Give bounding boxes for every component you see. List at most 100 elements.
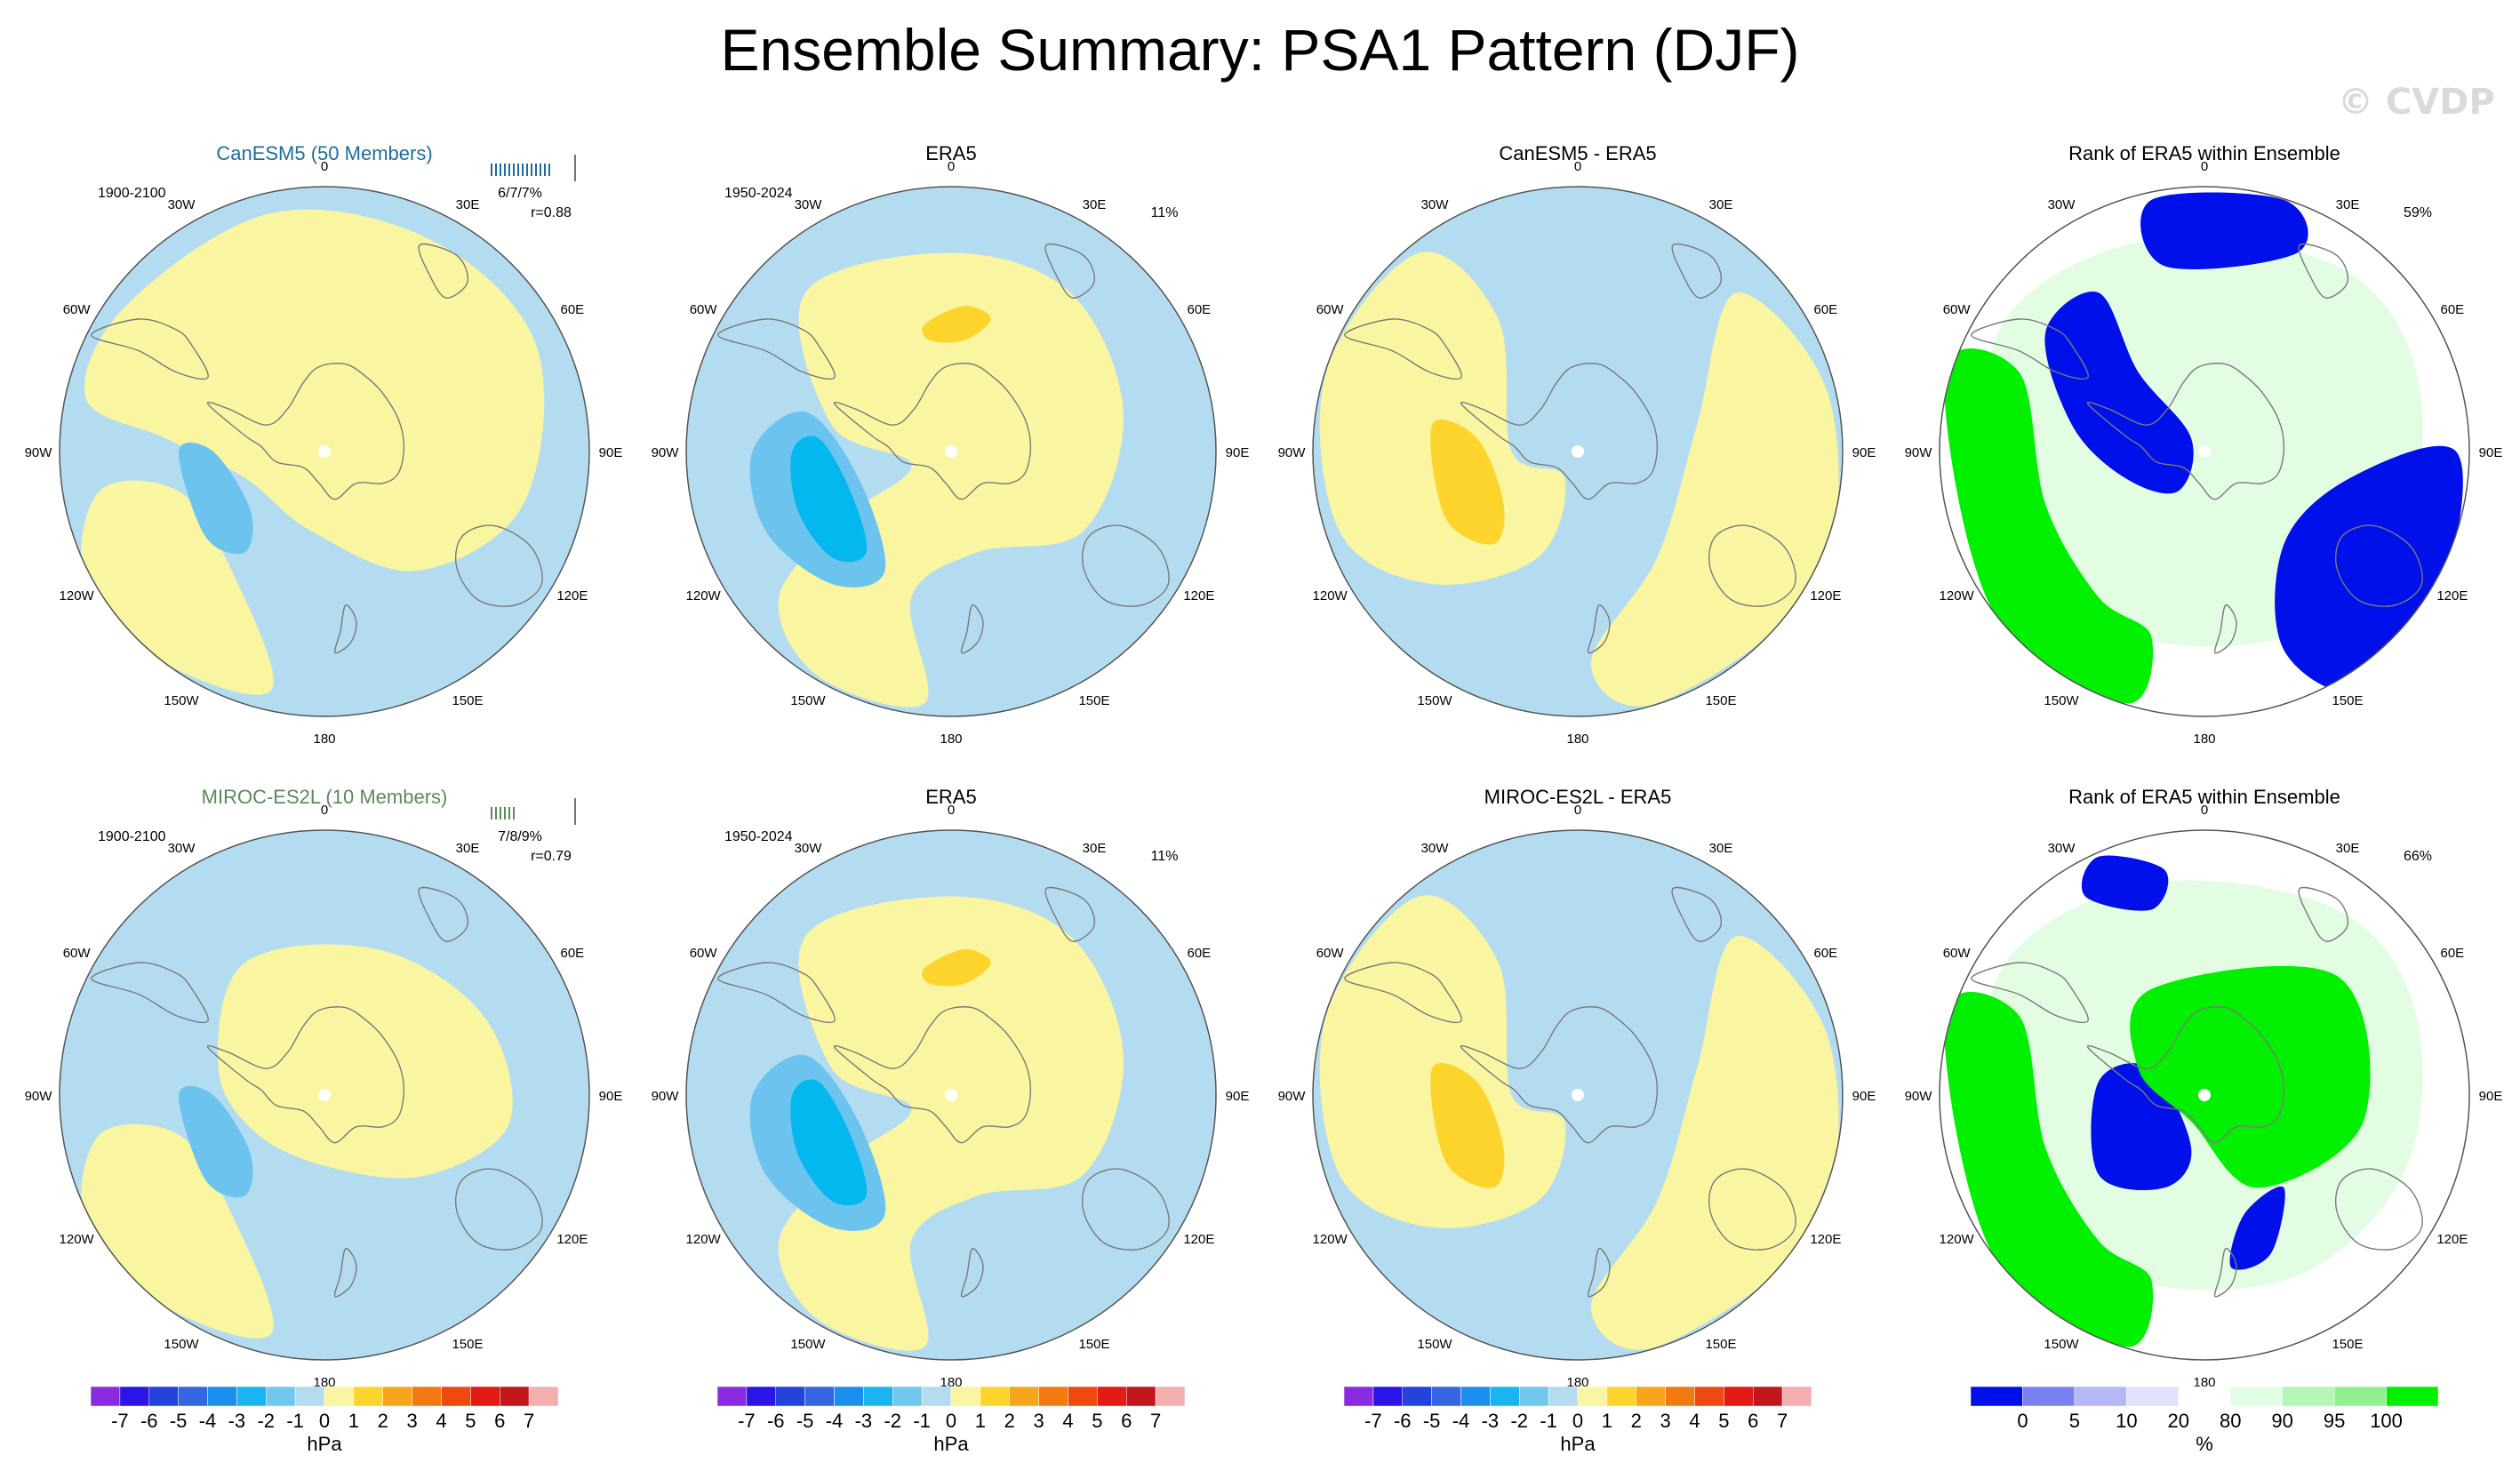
rank-low-region-south <box>2229 1186 2285 1270</box>
positive-anomaly-core <box>922 306 991 343</box>
colorbar-swatch <box>236 1386 267 1407</box>
colorbar-swatch <box>1402 1386 1432 1407</box>
africa-outline <box>1671 886 1723 942</box>
colorbar-swatch <box>2282 1386 2335 1407</box>
diff-panel-2: 030E60E90E120E150E180150W120W90W60W30WMI… <box>1278 786 1876 1390</box>
pole-marker <box>318 1089 331 1101</box>
africa-outline <box>418 243 469 299</box>
map-border <box>59 829 590 1361</box>
model-panel-1-field <box>60 187 589 716</box>
longitude-label-60e: 60E <box>561 946 585 961</box>
map-border <box>1312 186 1844 717</box>
longitude-label-60w: 60W <box>63 302 92 317</box>
colorbar-label: -1 <box>1540 1410 1557 1432</box>
rank-low-region-north <box>2081 855 2169 911</box>
rank-colorbar: 0 5 10 20 80 90 95 100% <box>1970 1386 2439 1455</box>
member-spread-strip <box>491 155 576 181</box>
colorbar-swatch <box>1155 1386 1186 1407</box>
colorbar-swatch <box>1009 1386 1039 1407</box>
colorbar-label: 2 <box>1004 1410 1015 1432</box>
new-zealand-outline <box>1587 604 1611 654</box>
longitude-label-120w: 120W <box>1313 588 1348 604</box>
antarctica-outline <box>206 1006 405 1144</box>
longitude-label-60e: 60E <box>2441 946 2465 961</box>
new-zealand-outline <box>2213 1248 2237 1298</box>
colorbar-swatch <box>834 1386 864 1407</box>
model-period: 1900-2100 <box>98 186 166 201</box>
colorbar-label: 95 <box>2324 1410 2345 1432</box>
africa-outline <box>1044 243 1096 299</box>
pole-marker <box>2198 445 2211 458</box>
longitude-label-0: 0 <box>321 159 328 174</box>
longitude-label-150w: 150W <box>1417 693 1452 708</box>
antarctica-outline <box>833 363 1032 500</box>
obs-panel-2: 030E60E90E120E150E180150W120W90W60W30WER… <box>652 786 1250 1390</box>
colorbar-swatch <box>1372 1386 1403 1407</box>
colorbar-label: 1 <box>975 1410 986 1432</box>
longitude-label-120w: 120W <box>60 1232 95 1247</box>
longitude-label-120e: 120E <box>1810 588 1841 604</box>
diff-panel-2-field <box>1313 830 1843 1360</box>
longitude-label-0: 0 <box>1574 803 1581 818</box>
colorbar-label: 6 <box>1121 1410 1132 1432</box>
colorbar-swatch <box>1781 1386 1812 1407</box>
colorbar-label: 2 <box>1631 1410 1642 1432</box>
longitude-label-150e: 150E <box>2332 1337 2363 1352</box>
map-border <box>59 186 590 717</box>
longitude-label-60e: 60E <box>1814 946 1838 961</box>
diff-panel-1-field <box>1313 187 1843 716</box>
longitude-label-90w: 90W <box>25 445 53 460</box>
colorbar-label: -6 <box>140 1410 158 1432</box>
colorbar-swatch <box>90 1386 121 1407</box>
colorbar-label: 5 <box>2069 1410 2080 1432</box>
longitude-label-90w: 90W <box>652 445 680 460</box>
longitude-label-30w: 30W <box>2048 197 2076 212</box>
colorbar-label: 7 <box>1150 1410 1161 1432</box>
positive-anomaly-core <box>1430 420 1505 545</box>
longitude-label-30e: 30E <box>456 841 480 856</box>
colorbar-swatch <box>746 1386 776 1407</box>
diff-panel-1: 0 30E 60E 90E 120E 150E 180 150W 120W 90W 60W 30W Ca… <box>1278 142 1876 747</box>
colorbar-swatch <box>266 1386 296 1407</box>
rank-pct: 59% <box>2404 205 2432 220</box>
longitude-label-120w: 120W <box>1940 588 1975 604</box>
longitude-label-30e: 30E <box>1709 841 1733 856</box>
colorbar-swatch <box>1753 1386 1783 1407</box>
longitude-label-30w: 30W <box>2048 841 2076 856</box>
obs-title: ERA5 <box>925 142 976 164</box>
colorbar-label: 3 <box>1660 1410 1671 1432</box>
longitude-label-150e: 150E <box>1078 1337 1109 1352</box>
longitude-label-30e: 30E <box>2336 841 2360 856</box>
longitude-label-150e: 150E <box>452 1337 483 1352</box>
colorbar-swatch <box>950 1386 981 1407</box>
africa-outline <box>2298 886 2349 942</box>
positive-anomaly-region-west <box>81 1123 274 1339</box>
colorbar-swatch <box>1343 1386 1374 1407</box>
africa-outline <box>1044 886 1096 942</box>
longitude-label-30e: 30E <box>1709 197 1733 212</box>
longitude-label-150w: 150W <box>164 1337 199 1352</box>
obs-pct: 11% <box>1151 205 1179 220</box>
australia-outline <box>2334 524 2423 607</box>
south-america-outline <box>91 962 209 1024</box>
colorbar-swatch <box>441 1386 471 1407</box>
colorbar-swatch <box>528 1386 559 1407</box>
model-correlation: r=0.88 <box>531 205 572 220</box>
map-border <box>1939 829 2470 1361</box>
colorbar-label: 5 <box>1092 1410 1102 1432</box>
colorbar-label: -1 <box>286 1410 304 1432</box>
longitude-label-150w: 150W <box>790 693 826 708</box>
positive-anomaly-region-east <box>1590 935 1839 1350</box>
positive-anomaly-region <box>778 252 1124 708</box>
longitude-label-0: 0 <box>2201 159 2208 174</box>
longitude-label-90w: 90W <box>652 1089 680 1104</box>
longitude-label-120e: 120E <box>1810 1232 1841 1247</box>
colorbar-label: -3 <box>228 1410 246 1432</box>
colorbar-label: -7 <box>111 1410 129 1432</box>
colorbar-label: 7 <box>1777 1410 1788 1432</box>
colorbar-swatch <box>294 1386 325 1407</box>
colorbar-label: -3 <box>855 1410 873 1432</box>
rank-panel-2: 030E60E90E120E150E180150W120W90W60W30WRa… <box>1905 786 2503 1390</box>
longitude-label-60w: 60W <box>1316 946 1345 961</box>
colorbar-swatch <box>1636 1386 1666 1407</box>
